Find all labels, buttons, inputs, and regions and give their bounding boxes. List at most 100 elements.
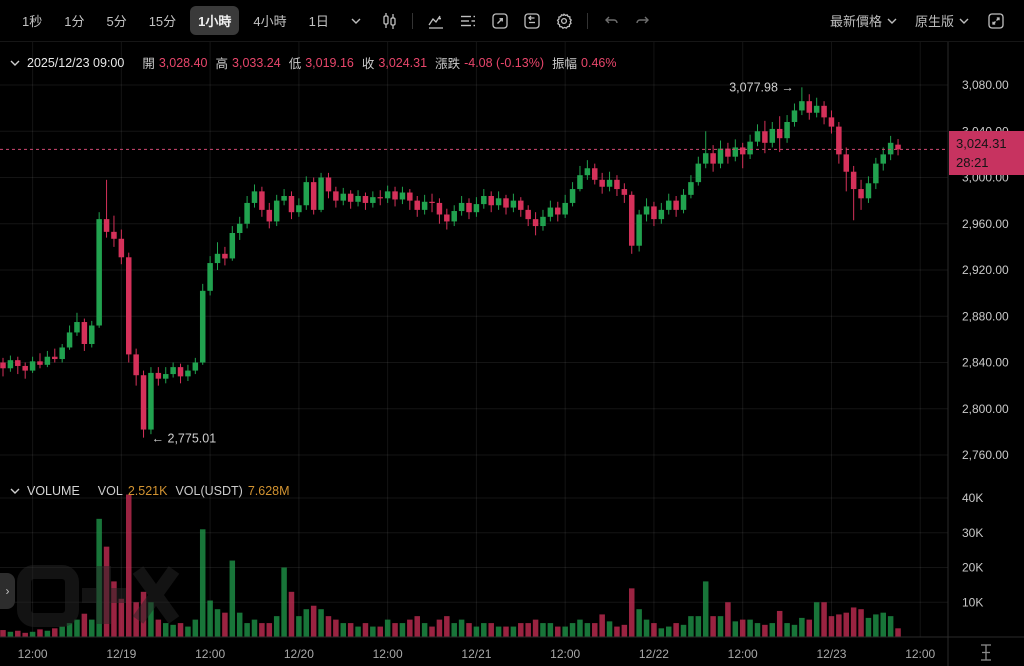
candle-body: [555, 207, 561, 215]
version-label: 原生版: [914, 14, 954, 29]
candle-body: [658, 209, 665, 220]
volume-bar: [0, 630, 6, 637]
volume-bar: [177, 623, 184, 637]
volume-bar: [614, 626, 620, 637]
candle-body: [384, 191, 391, 199]
candle-body: [688, 182, 694, 195]
candle-body: [15, 360, 21, 366]
volume-bar: [599, 614, 605, 637]
undo-button[interactable]: [598, 8, 624, 34]
volume-bar: [488, 623, 494, 637]
candle-body: [81, 322, 88, 344]
candle-body: [59, 347, 65, 360]
volume-bar: [81, 613, 88, 637]
replay-button[interactable]: [519, 8, 545, 34]
price-axis-label: 2,800.00: [962, 402, 1009, 416]
candle-body: [880, 154, 886, 164]
open-label: 開: [142, 57, 155, 71]
candle-body: [118, 238, 125, 258]
volume-bar: [407, 619, 413, 637]
candle-body: [103, 219, 110, 232]
volume-bar: [22, 632, 28, 637]
candle-body: [214, 253, 221, 264]
volume-bar: [732, 621, 739, 637]
price-axis-label: 2,840.00: [962, 356, 1009, 370]
candle-body: [0, 362, 6, 369]
candle-body: [784, 122, 790, 139]
time-axis-label: 12/23: [816, 647, 846, 661]
volume-bar: [59, 626, 65, 637]
candle-body: [806, 101, 813, 113]
timeframe-1s[interactable]: 1秒: [22, 14, 43, 29]
volume-bar: [414, 616, 420, 637]
volume-bar: [44, 630, 51, 637]
candle-body: [569, 189, 576, 203]
candle-body: [162, 374, 169, 379]
candle-body: [281, 196, 287, 201]
timeframe-5m[interactable]: 5分: [106, 14, 127, 29]
candle-body: [148, 372, 154, 430]
volume-bar: [569, 623, 576, 637]
candle-timestamp: 2025/12/23 09:00: [27, 55, 125, 70]
replay-box-icon: [524, 12, 540, 29]
indicators-button[interactable]: [423, 8, 449, 34]
timeframe-1m[interactable]: 1分: [64, 14, 85, 29]
candle-body: [843, 154, 850, 172]
measure-cursor-icon[interactable]: [981, 644, 991, 661]
timeframe-1d[interactable]: 1日: [308, 14, 329, 29]
volume-bar: [680, 624, 687, 637]
candle-body: [399, 192, 406, 200]
candle-body: [473, 204, 480, 213]
candle-body: [229, 233, 236, 259]
volume-bar: [148, 602, 154, 637]
collapse-volume-button[interactable]: [10, 488, 20, 494]
volume-bar: [547, 623, 554, 637]
volume-bar: [799, 617, 805, 637]
volume-bar: [540, 623, 546, 637]
volume-bar: [370, 626, 376, 637]
time-axis-label: 12/22: [639, 647, 669, 661]
high-annotation: 3,077.98 →: [729, 80, 794, 94]
candle-body: [325, 177, 332, 192]
volume-bar: [658, 628, 665, 637]
candle-body: [199, 290, 206, 363]
timeframe-1h-active[interactable]: 1小時: [190, 6, 240, 35]
volume-bar: [843, 612, 850, 637]
watermark-logo: [17, 565, 180, 627]
indicator-list-button[interactable]: [455, 8, 481, 34]
volume-bar: [133, 602, 139, 637]
volume-bar: [52, 628, 58, 637]
timeframe-4h[interactable]: 4小時: [253, 14, 287, 29]
drawing-tools-button[interactable]: [487, 8, 513, 34]
candle-body: [266, 209, 273, 222]
volume-axis-label: 10K: [962, 595, 983, 609]
volume-bar: [333, 619, 339, 637]
redo-icon: [636, 16, 649, 23]
volume-bar: [592, 623, 598, 637]
candle-body: [89, 325, 95, 344]
expand-side-panel-button[interactable]: ›: [0, 573, 15, 609]
settings-button[interactable]: [551, 8, 577, 34]
volume-bar: [695, 616, 702, 637]
chart-style-button[interactable]: [376, 8, 402, 34]
chevron-down-icon: [887, 18, 897, 24]
candle-body: [584, 168, 591, 176]
price-mode-dropdown[interactable]: 最新價格: [830, 11, 897, 30]
candle-body: [747, 141, 753, 155]
candle-body: [444, 214, 450, 222]
volume-bar: [66, 623, 73, 637]
volume-bar: [118, 598, 125, 637]
more-timeframes-button[interactable]: [343, 8, 369, 34]
candle-body: [421, 201, 428, 210]
candle-body: [680, 194, 687, 210]
volume-bar: [880, 612, 886, 637]
redo-button[interactable]: [630, 8, 656, 34]
collapse-legend-button[interactable]: [10, 60, 20, 66]
version-dropdown[interactable]: 原生版: [915, 11, 969, 30]
volume-bar: [458, 619, 465, 637]
timeframe-15m[interactable]: 15分: [148, 14, 177, 29]
change-value: -4.08 (-0.13%): [464, 55, 544, 70]
fullscreen-button[interactable]: [983, 8, 1009, 34]
volume-bar: [74, 619, 80, 637]
